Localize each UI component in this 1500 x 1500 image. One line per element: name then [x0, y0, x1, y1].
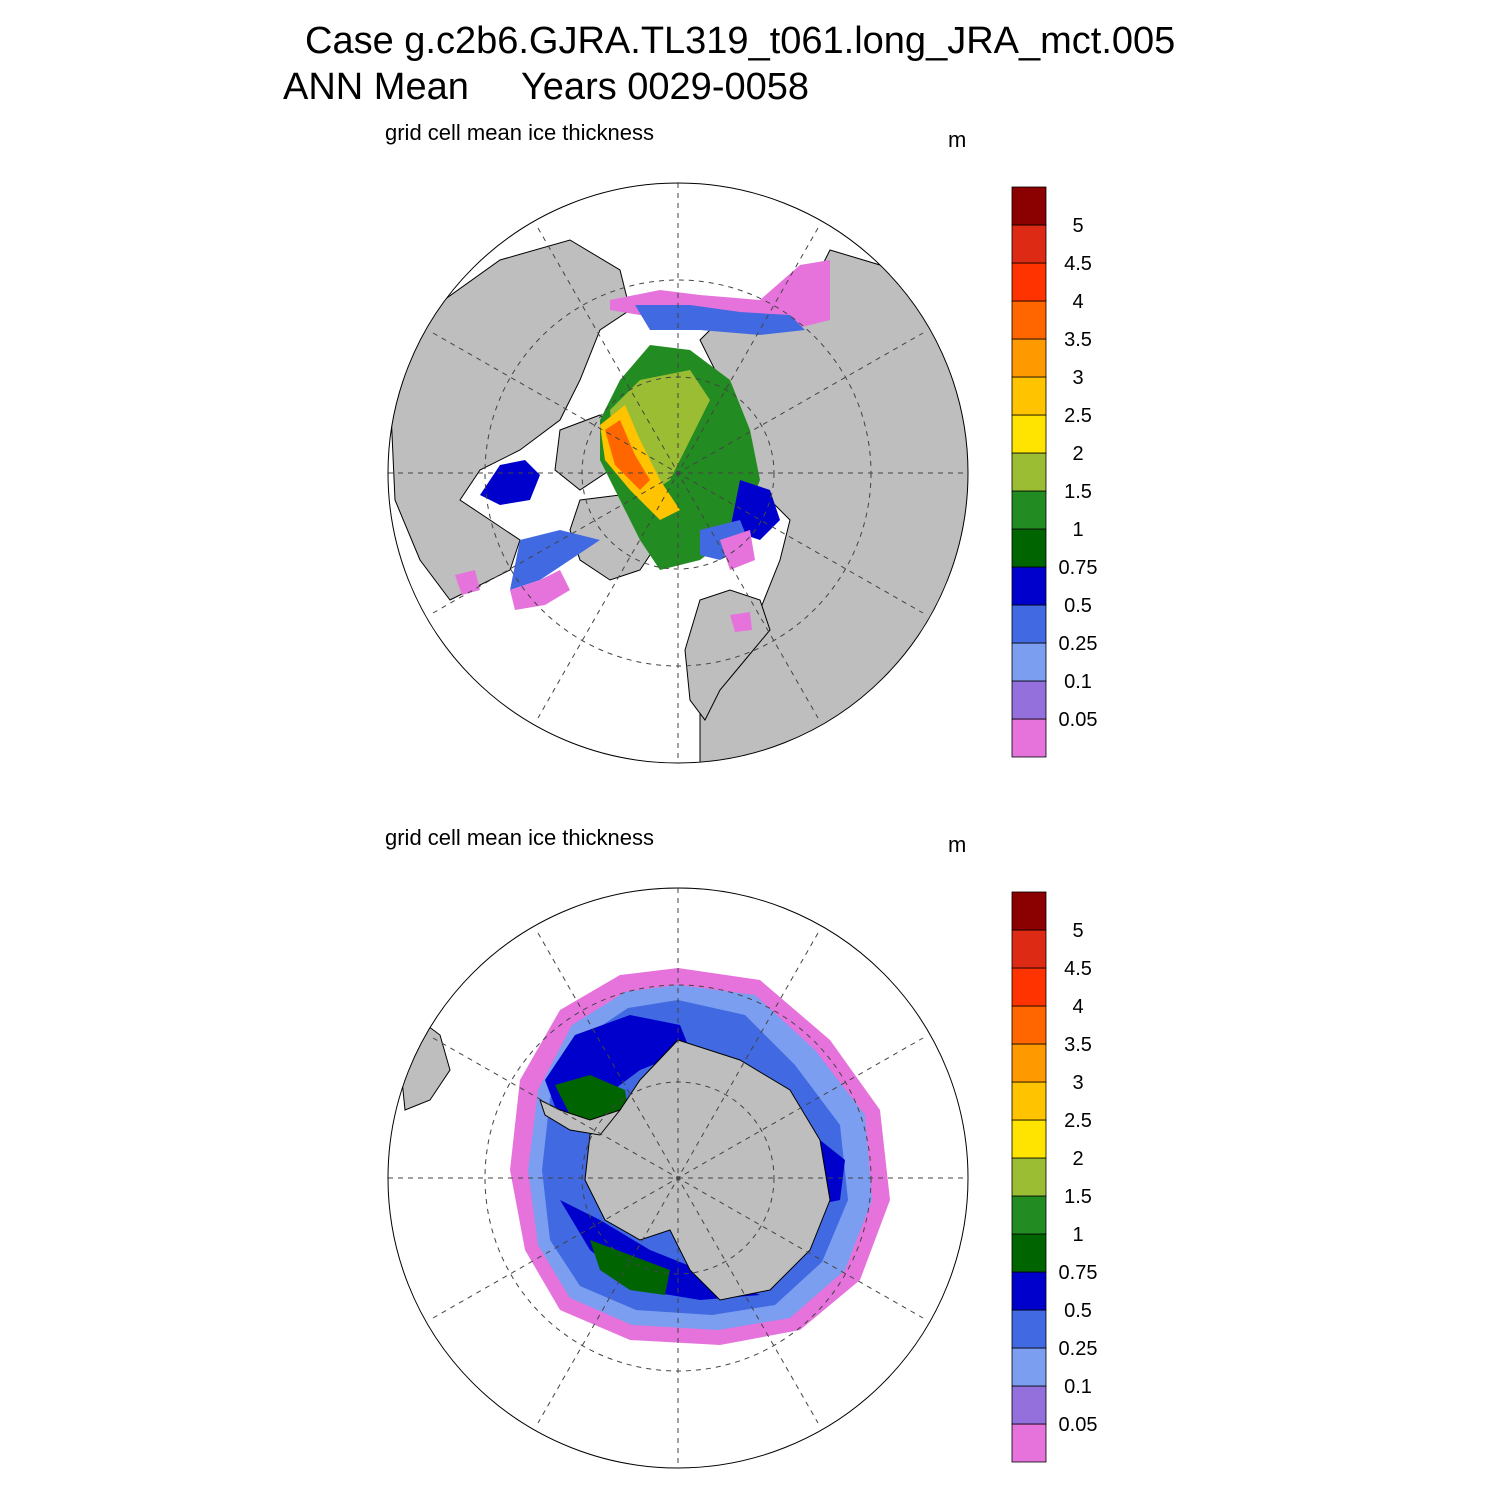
- arctic-colorbar-label: 4: [1072, 291, 1083, 313]
- antarctic-graticule: [388, 888, 968, 1468]
- antarctic-colorbar-label: 1.5: [1064, 1186, 1092, 1208]
- arctic-colorbar-swatch: [1011, 414, 1047, 454]
- arctic-colorbar-label: 0.05: [1059, 709, 1098, 731]
- antarctic-colorbar-label: 1: [1072, 1224, 1083, 1246]
- arctic-colorbar-label: 4.5: [1064, 253, 1092, 275]
- antarctic-colorbar-swatch: [1011, 1309, 1047, 1349]
- antarctic-colorbar-label: 0.75: [1059, 1262, 1098, 1284]
- arctic-colorbar-label: 0.75: [1059, 557, 1098, 579]
- antarctic-colorbar-swatch: [1011, 1385, 1047, 1425]
- arctic-ice-labrador-edge: [510, 570, 570, 610]
- arctic-colorbar-swatch: [1011, 300, 1047, 340]
- arctic-colorbar-swatch: [1011, 452, 1047, 492]
- arctic-colorbar-swatch: [1011, 528, 1047, 568]
- arctic-map-border: [387, 182, 969, 764]
- arctic-land-north-america: [389, 239, 631, 601]
- antarctic-map: [387, 887, 969, 1469]
- arctic-colorbar-swatch: [1011, 224, 1047, 264]
- antarctic-colorbar-swatch: [1011, 1157, 1047, 1197]
- antarctic-colorbar-swatch: [1011, 929, 1047, 969]
- antarctic-colorbar-label: 5: [1072, 920, 1083, 942]
- antarctic-panel-subtitle: grid cell mean ice thickness: [385, 825, 655, 850]
- arctic-colorbar-swatch: [1011, 604, 1047, 644]
- antarctic-colorbar-swatch: [1011, 1119, 1047, 1159]
- arctic-colorbar-swatch: [1011, 262, 1047, 302]
- arctic-colorbar-swatch: [1011, 186, 1047, 226]
- antarctic-colorbar-swatch: [1011, 1347, 1047, 1387]
- arctic-colorbar-label: 0.1: [1064, 671, 1092, 693]
- antarctic-colorbar-swatch: [1011, 1423, 1047, 1463]
- arctic-colorbar-swatch: [1011, 718, 1047, 758]
- antarctic-colorbar-label: 3.5: [1064, 1034, 1092, 1056]
- arctic-colorbar-swatch: [1011, 490, 1047, 530]
- arctic-colorbar-label: 0.5: [1064, 595, 1092, 617]
- arctic-colorbar-label: 2.5: [1064, 405, 1092, 427]
- arctic-ice-baffin: [480, 460, 540, 505]
- antarctic-map-border: [387, 887, 969, 1469]
- arctic-colorbar-label: 0.25: [1059, 633, 1098, 655]
- antarctic-colorbar-label: 0.05: [1059, 1414, 1098, 1436]
- arctic-colorbar-label: 1: [1072, 519, 1083, 541]
- arctic-colorbar-swatch: [1011, 642, 1047, 682]
- arctic-colorbar-swatch: [1011, 376, 1047, 416]
- arctic-colorbar: 0.05 0.1 0.25 0.5 0.75 1 1.5 2 2.5 3 3.5 4 4.5 5: [1011, 186, 1098, 758]
- antarctic-colorbar-swatch: [1011, 1195, 1047, 1235]
- arctic-map: [387, 182, 969, 764]
- figure-title-line-1: Case g.c2b6.GJRA.TL319_t061.long_JRA_mct…: [305, 20, 1176, 62]
- antarctic-colorbar-swatch: [1011, 967, 1047, 1007]
- antarctic-land-peninsula: [539, 1099, 622, 1136]
- arctic-colorbar-swatch: [1011, 680, 1047, 720]
- antarctic-colorbar-label: 0.25: [1059, 1338, 1098, 1360]
- antarctic-colorbar-label: 0.1: [1064, 1376, 1092, 1398]
- antarctic-colorbar-label: 0.5: [1064, 1300, 1092, 1322]
- antarctic-ice-ross-thick: [590, 1240, 670, 1295]
- figure-title-line-2: ANN Mean Years 0029-0058: [283, 66, 810, 108]
- arctic-ice-labrador: [510, 530, 600, 590]
- antarctic-colorbar-swatch: [1011, 1043, 1047, 1083]
- arctic-ice-barents: [730, 480, 780, 540]
- arctic-colorbar-label: 2: [1072, 443, 1083, 465]
- antarctic-colorbar-label: 2: [1072, 1148, 1083, 1170]
- antarctic-colorbar: 0.05 0.1 0.25 0.5 0.75 1 1.5 2 2.5 3 3.5 4 4.5 5: [1011, 891, 1098, 1463]
- arctic-colorbar-swatch: [1011, 338, 1047, 378]
- arctic-panel-subtitle: grid cell mean ice thickness: [385, 120, 655, 145]
- arctic-colorbar-label: 1.5: [1064, 481, 1092, 503]
- antarctic-colorbar-swatch: [1011, 1271, 1047, 1311]
- arctic-colorbar-label: 3.5: [1064, 329, 1092, 351]
- arctic-panel-units: m: [948, 127, 967, 152]
- antarctic-colorbar-label: 4: [1072, 996, 1083, 1018]
- antarctic-colorbar-swatch: [1011, 1233, 1047, 1273]
- antarctic-colorbar-label: 4.5: [1064, 958, 1092, 980]
- arctic-graticule: [388, 183, 968, 763]
- antarctic-colorbar-swatch: [1011, 891, 1047, 931]
- antarctic-colorbar-label: 3: [1072, 1072, 1083, 1094]
- antarctic-colorbar-swatch: [1011, 1081, 1047, 1121]
- arctic-colorbar-label: 3: [1072, 367, 1083, 389]
- antarctic-panel-units: m: [948, 832, 967, 857]
- arctic-colorbar-label: 5: [1072, 215, 1083, 237]
- antarctic-colorbar-swatch: [1011, 1005, 1047, 1045]
- arctic-colorbar-swatch: [1011, 566, 1047, 606]
- arctic-ice-baltic: [730, 612, 752, 632]
- antarctic-colorbar-label: 2.5: [1064, 1110, 1092, 1132]
- arctic-ice-hudson-edge: [455, 570, 480, 595]
